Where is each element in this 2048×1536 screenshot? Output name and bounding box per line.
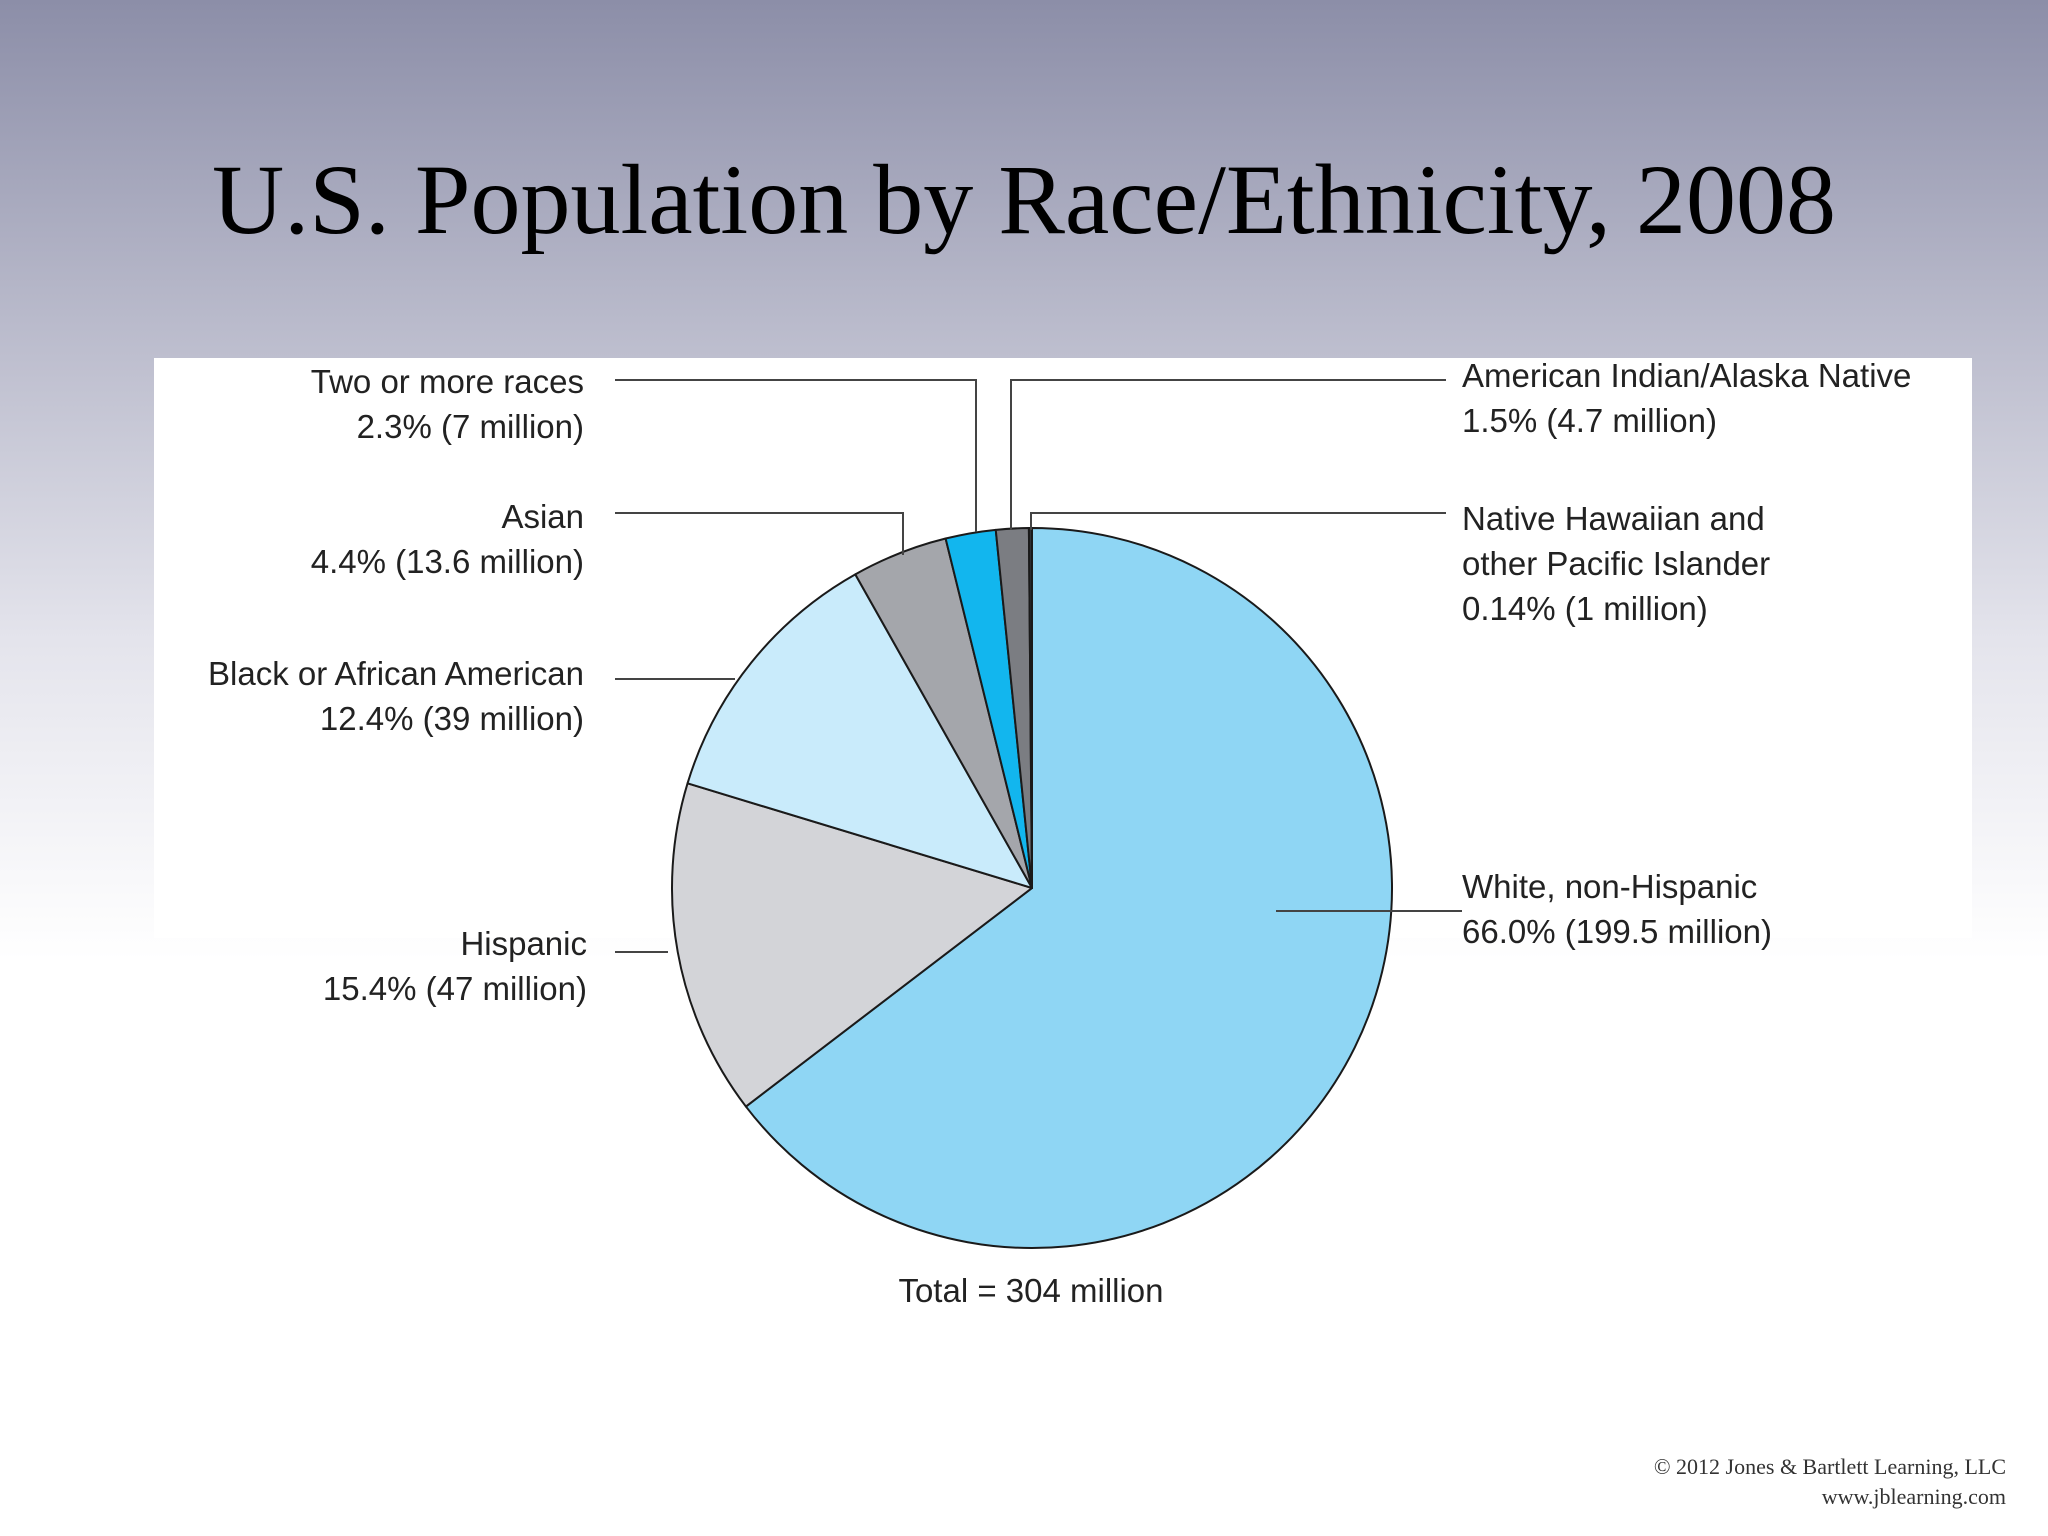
total-label: Total = 304 million: [898, 1272, 1163, 1309]
slice-label: White, non-Hispanic 66.0% (199.5 million): [1462, 868, 1772, 950]
slice-label: American Indian/Alaska Native 1.5% (4.7 m…: [1462, 357, 1911, 439]
copyright-line: © 2012 Jones & Bartlett Learning, LLC: [1653, 1454, 2006, 1479]
slice-label-line: Black or African American: [208, 655, 584, 692]
pie-slice-white-non-hispanic: [744, 527, 1393, 1249]
leader-line: [1010, 379, 1446, 530]
copyright-notice: © 2012 Jones & Bartlett Learning, LLC ww…: [1654, 1452, 2006, 1512]
leader-line: [615, 512, 904, 555]
slice-label-line: Native Hawaiian and: [1462, 500, 1765, 537]
slice-label-line: 66.0% (199.5 million): [1462, 913, 1772, 950]
slice-label-line: 12.4% (39 million): [320, 700, 584, 737]
slice-label-line: Two or more races: [311, 363, 584, 400]
leader-lines: [615, 379, 1462, 953]
slice-label-line: 4.4% (13.6 million): [311, 543, 584, 580]
slice-label: Asian 4.4% (13.6 million): [311, 498, 584, 580]
slice-label-line: 1.5% (4.7 million): [1462, 402, 1717, 439]
slice-label: Black or African American 12.4% (39 milli…: [208, 655, 584, 737]
pie-slice-hispanic: [671, 782, 1033, 1108]
copyright-url: www.jblearning.com: [1821, 1484, 2006, 1509]
slice-label-line: other Pacific Islander: [1462, 545, 1770, 582]
slice-label-line: 2.3% (7 million): [357, 408, 584, 445]
slice-label-line: Asian: [501, 498, 584, 535]
slice-label: Hispanic 15.4% (47 million): [323, 925, 587, 1007]
slice-labels: White, non-Hispanic 66.0% (199.5 million)…: [208, 357, 1911, 1007]
slice-label-line: 15.4% (47 million): [323, 970, 587, 1007]
slice-label-line: 0.14% (1 million): [1462, 590, 1708, 627]
slice-label-line: American Indian/Alaska Native: [1462, 357, 1911, 394]
pie-slice-black-or-african-american: [686, 573, 1033, 889]
leader-line: [615, 379, 977, 532]
slide-title: U.S. Population by Race/Ethnicity, 2008: [212, 144, 1836, 255]
slice-label-line: White, non-Hispanic: [1462, 868, 1757, 905]
pie-slices: [671, 526, 1393, 1249]
slice-label: Native Hawaiian and other Pacific Islande…: [1462, 500, 1770, 627]
slice-label: Two or more races 2.3% (7 million): [311, 363, 584, 445]
slice-label-line: Hispanic: [460, 925, 587, 962]
leader-line: [1030, 512, 1446, 530]
